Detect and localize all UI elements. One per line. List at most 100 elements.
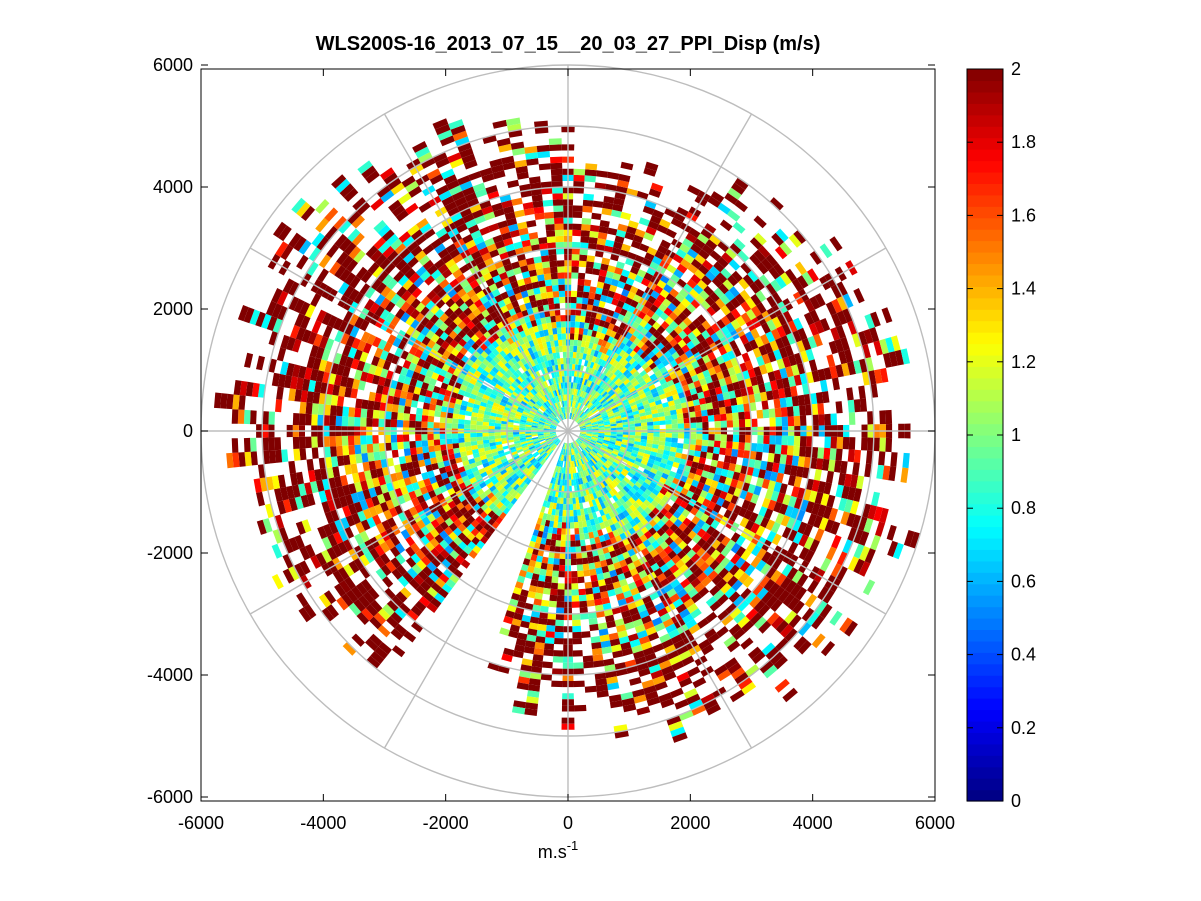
ppi-cell — [378, 418, 385, 427]
ppi-cell — [580, 230, 590, 237]
ppi-cell — [661, 523, 670, 533]
ppi-cell — [531, 427, 538, 429]
ppi-cell — [595, 491, 601, 498]
ppi-cell — [541, 531, 548, 539]
ppi-cell — [587, 525, 593, 533]
ppi-cell — [353, 250, 366, 263]
ppi-cell — [680, 402, 688, 409]
ppi-cell — [830, 521, 841, 535]
ppi-cell — [384, 442, 392, 451]
ppi-cell — [570, 546, 576, 553]
ppi-cell — [644, 506, 652, 515]
ppi-cell — [261, 313, 272, 329]
ppi-cell — [769, 197, 784, 211]
ppi-cell — [304, 367, 313, 380]
ppi-cell — [537, 580, 545, 588]
ppi-cell — [544, 436, 551, 439]
ppi-cell — [422, 360, 431, 370]
ppi-cell — [244, 352, 254, 368]
ppi-cell — [682, 443, 690, 450]
ppi-cell — [353, 501, 363, 513]
ppi-cell — [553, 650, 564, 657]
ppi-cell — [863, 518, 874, 533]
ppi-cell — [687, 666, 701, 678]
ppi-cell — [709, 559, 720, 571]
ppi-cell — [685, 293, 695, 304]
ppi-cell — [401, 470, 410, 479]
ppi-cell — [472, 452, 480, 459]
ppi-cell — [646, 439, 654, 444]
ppi-cell — [570, 522, 575, 529]
ppi-cell — [585, 519, 592, 527]
ppi-cell — [511, 450, 518, 456]
ppi-cell — [629, 350, 637, 358]
ppi-cell — [339, 580, 351, 594]
ppi-cell — [657, 407, 664, 414]
ppi-cell — [712, 453, 720, 461]
ppi-cell — [532, 422, 539, 425]
ppi-cell — [691, 258, 702, 270]
ppi-cell — [653, 474, 662, 481]
ppi-cell — [492, 402, 500, 408]
ppi-cell — [588, 513, 594, 520]
ppi-cell — [476, 391, 484, 398]
ppi-cell — [306, 493, 316, 507]
ppi-cell — [526, 453, 533, 459]
ppi-cell — [603, 520, 610, 528]
ppi-cell — [588, 443, 595, 448]
ppi-cell — [336, 364, 345, 376]
ppi-cell — [573, 388, 577, 396]
ppi-cell — [597, 451, 604, 457]
ppi-cell — [618, 473, 626, 480]
ppi-cell — [520, 563, 529, 572]
ppi-cell — [580, 384, 584, 391]
ppi-cell — [744, 491, 754, 502]
ppi-cell — [387, 334, 397, 345]
ppi-cell — [676, 206, 689, 218]
ppi-cell — [625, 277, 635, 286]
ppi-cell — [695, 444, 702, 452]
ppi-cell — [379, 541, 390, 553]
ppi-cell — [468, 549, 478, 559]
ppi-cell — [405, 525, 416, 537]
ppi-cell — [579, 426, 586, 429]
ppi-cell — [687, 184, 701, 196]
ppi-cell — [598, 628, 609, 636]
ppi-cell — [501, 374, 509, 382]
ppi-cell — [687, 521, 697, 531]
ppi-cell — [573, 174, 585, 182]
ppi-cell — [574, 454, 578, 461]
ppi-cell — [468, 397, 476, 404]
ppi-cell — [589, 459, 595, 466]
ppi-cell — [614, 587, 624, 595]
ppi-cell — [612, 448, 620, 454]
ppi-cell — [536, 410, 543, 416]
ppi-cell — [656, 224, 669, 234]
ppi-cell — [628, 435, 636, 439]
ppi-cell — [754, 278, 766, 291]
ppi-cell — [569, 449, 571, 456]
ppi-cell — [570, 442, 574, 449]
ppi-cell — [729, 286, 740, 298]
ppi-cell — [680, 258, 691, 269]
ppi-cell — [418, 459, 426, 468]
ppi-cell — [300, 390, 308, 403]
ppi-cell — [574, 327, 580, 334]
ppi-cell — [393, 270, 405, 283]
ppi-cell — [591, 390, 597, 397]
ppi-cell — [304, 544, 316, 558]
ppi-cell — [602, 402, 609, 408]
ppi-cell — [497, 494, 505, 502]
ppi-cell — [571, 601, 580, 608]
ppi-cell — [543, 433, 550, 435]
ppi-cell — [673, 583, 684, 594]
ppi-cell — [588, 460, 594, 467]
ppi-cell — [523, 409, 530, 414]
ppi-cell — [593, 504, 599, 512]
ppi-cell — [327, 315, 338, 328]
ppi-cell — [581, 384, 586, 392]
ppi-cell — [602, 383, 609, 390]
ppi-cell — [370, 599, 383, 613]
ppi-cell — [392, 337, 402, 348]
ppi-cell — [579, 390, 584, 397]
